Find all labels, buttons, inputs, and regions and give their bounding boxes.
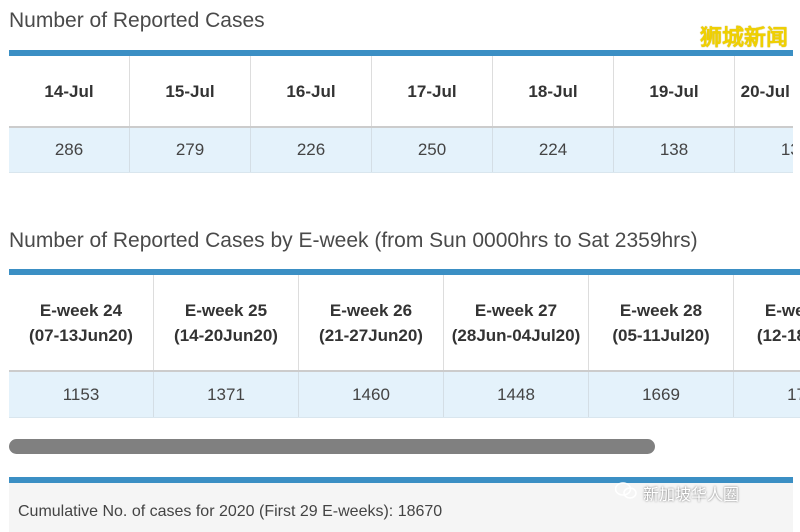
daily-value-row: 286 279 226 250 224 138 139 [9, 127, 793, 173]
weekly-value-cell: 1448 [444, 371, 589, 418]
week-label: E-week 28 [593, 298, 729, 323]
daily-header-cell: 15-Jul [130, 56, 251, 127]
wechat-icon [615, 482, 637, 504]
weekly-value-cell: 1460 [299, 371, 444, 418]
horizontal-scrollbar[interactable] [9, 439, 655, 454]
daily-value-cell: 286 [9, 127, 130, 173]
weekly-header-cell: E-week 27(28Jun-04Jul20) [444, 275, 589, 371]
week-range: (05-11Jul20) [593, 323, 729, 348]
daily-header-row: 14-Jul 15-Jul 16-Jul 17-Jul 18-Jul 19-Ju… [9, 56, 793, 127]
watermark-logo: 狮城新闻 [700, 20, 788, 52]
daily-value-cell: 224 [493, 127, 614, 173]
week-range: (12-18Jul20) [738, 323, 800, 348]
weekly-header-row: E-week 24(07-13Jun20) E-week 25(14-20Jun… [9, 275, 800, 371]
weekly-value-cell: 1669 [589, 371, 734, 418]
daily-header-cell: 18-Jul [493, 56, 614, 127]
weekly-header-cell: E-week 24(07-13Jun20) [9, 275, 154, 371]
weekly-cases-table: E-week 24(07-13Jun20) E-week 25(14-20Jun… [9, 269, 800, 423]
week-label: E-week 27 [448, 298, 584, 323]
wechat-watermark: 新加坡华人圈 [615, 481, 739, 505]
daily-value-cell: 138 [614, 127, 735, 173]
daily-value-cell: 250 [372, 127, 493, 173]
daily-header-cell: 17-Jul [372, 56, 493, 127]
week-range: (07-13Jun20) [13, 323, 149, 348]
daily-cases-table: 14-Jul 15-Jul 16-Jul 17-Jul 18-Jul 19-Ju… [9, 50, 793, 178]
wechat-account-name: 新加坡华人圈 [643, 481, 739, 505]
daily-header-cell: 19-Jul [614, 56, 735, 127]
daily-header-cell: 16-Jul [251, 56, 372, 127]
daily-value-cell: 226 [251, 127, 372, 173]
cumulative-text: Cumulative No. of cases for 2020 (First … [18, 503, 442, 521]
weekly-value-cell: 1371 [154, 371, 299, 418]
week-range: (14-20Jun20) [158, 323, 294, 348]
week-label: E-week 25 [158, 298, 294, 323]
daily-value-cell: 279 [130, 127, 251, 173]
daily-header-cell: 14-Jul [9, 56, 130, 127]
week-label: E-week 26 [303, 298, 439, 323]
weekly-header-cell: E-week 26(21-27Jun20) [299, 275, 444, 371]
daily-cases-title: Number of Reported Cases [9, 9, 265, 33]
week-label: E-week 29 [738, 298, 800, 323]
weekly-value-cell: 1153 [9, 371, 154, 418]
daily-value-cell: 139 [735, 127, 794, 173]
weekly-header-cell: E-week 25(14-20Jun20) [154, 275, 299, 371]
weekly-value-cell: 1736 [734, 371, 800, 418]
weekly-header-cell: E-week 29(12-18Jul20) [734, 275, 800, 371]
daily-header-cell: 20-Jul at 3pm [735, 56, 794, 127]
week-range: (21-27Jun20) [303, 323, 439, 348]
week-range: (28Jun-04Jul20) [448, 323, 584, 348]
week-label: E-week 24 [13, 298, 149, 323]
weekly-cases-title: Number of Reported Cases by E-week (from… [9, 229, 698, 253]
weekly-header-cell: E-week 28(05-11Jul20) [589, 275, 734, 371]
weekly-value-row: 1153 1371 1460 1448 1669 1736 [9, 371, 800, 418]
